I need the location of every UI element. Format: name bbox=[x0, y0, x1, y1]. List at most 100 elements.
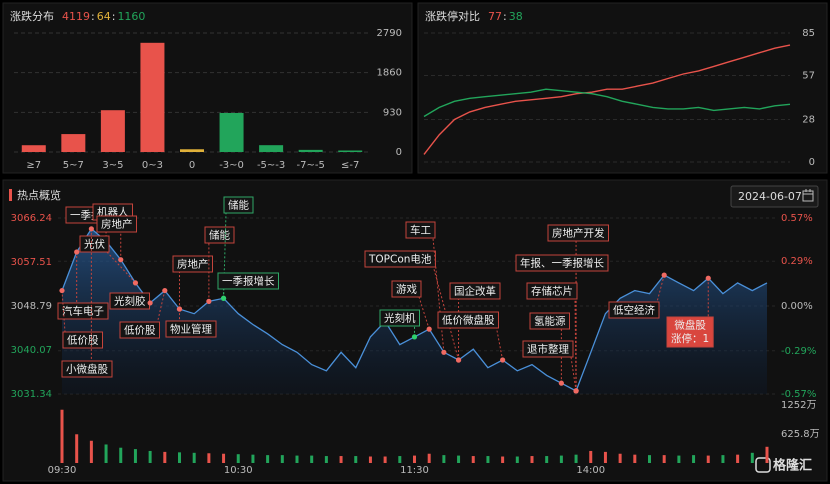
annotation-label: 汽车电子 bbox=[62, 305, 104, 318]
y-tick-label: 2790 bbox=[377, 28, 402, 39]
volume-bar bbox=[266, 455, 270, 463]
volume-bar bbox=[236, 454, 240, 463]
volume-bar bbox=[501, 456, 505, 463]
volume-bar bbox=[603, 451, 607, 463]
annotation-point bbox=[206, 298, 212, 304]
y-tick-label: 930 bbox=[383, 107, 402, 118]
bar bbox=[338, 150, 363, 152]
volume-bar bbox=[692, 455, 696, 463]
volume-bar bbox=[383, 456, 387, 463]
annotation-label: 房地产开发 bbox=[552, 227, 605, 240]
annotation-label: 低价股 bbox=[67, 334, 99, 347]
annotation-tag bbox=[119, 321, 160, 339]
summary-separator: : bbox=[112, 10, 116, 23]
summary-value: 77 bbox=[488, 10, 502, 23]
summary-separator: : bbox=[91, 10, 95, 23]
annotation-leader bbox=[106, 251, 136, 284]
annotation-label: 低价股 bbox=[124, 324, 156, 337]
annotation-label: 微盘股 bbox=[674, 319, 706, 332]
panel-title: 涨跌分布 bbox=[10, 9, 54, 23]
y2-tick-label: 0.29% bbox=[781, 256, 813, 267]
bar bbox=[61, 134, 86, 152]
volume-bar bbox=[706, 455, 710, 463]
volume-bar bbox=[530, 456, 534, 463]
annotation-label: 物业管理 bbox=[170, 323, 212, 336]
annotation-label: 国企改革 bbox=[454, 285, 496, 298]
annotation-tag bbox=[437, 311, 499, 329]
annotation-point bbox=[59, 287, 65, 294]
volume-bar bbox=[368, 456, 372, 463]
annotation-leader bbox=[496, 327, 504, 361]
volume-bar bbox=[398, 456, 402, 463]
annotation-point bbox=[661, 272, 667, 278]
y2-tick-label: 0.57% bbox=[781, 213, 813, 224]
annotation-tag bbox=[217, 272, 279, 290]
volume-bar bbox=[721, 455, 725, 463]
panel-limit bbox=[417, 2, 828, 174]
annotation-point bbox=[705, 275, 711, 281]
annotation-label: 储能 bbox=[209, 229, 230, 242]
panel-title: 热点概览 bbox=[17, 188, 61, 202]
annotation-label: 一季报增长 bbox=[222, 275, 275, 288]
summary-value: 1160 bbox=[117, 10, 145, 23]
volume-bar bbox=[677, 455, 681, 463]
volume-bar bbox=[163, 451, 167, 463]
y-tick-label: 3040.07 bbox=[11, 345, 52, 356]
annotation-point bbox=[411, 334, 418, 340]
annotation-point bbox=[455, 357, 462, 363]
title-marker bbox=[9, 189, 12, 201]
volume-bar bbox=[559, 455, 563, 463]
volume-bar bbox=[148, 450, 152, 463]
annotation-tag bbox=[62, 331, 103, 349]
volume-tick-label: 1252万 bbox=[781, 400, 816, 411]
bar bbox=[21, 145, 46, 152]
y-tick-label: 0 bbox=[396, 147, 402, 158]
volume-bar bbox=[515, 456, 519, 463]
annotation-tag bbox=[79, 235, 110, 253]
annotation-point bbox=[573, 388, 579, 394]
x-tick-label: ≤-7 bbox=[341, 160, 359, 171]
annotation-label: 房地产 bbox=[101, 218, 133, 231]
annotation-point bbox=[88, 226, 94, 232]
volume-tick-label: 625.8万 bbox=[781, 429, 820, 440]
x-tick-label: 10:30 bbox=[224, 465, 253, 476]
volume-bar bbox=[486, 456, 490, 463]
annotation-tag bbox=[57, 302, 109, 320]
annotation-tag bbox=[608, 301, 660, 319]
volume-bar bbox=[251, 454, 255, 463]
annotation-label: 低价微盘股 bbox=[442, 314, 495, 327]
annotation-label: 储能 bbox=[228, 199, 249, 212]
volume-bar bbox=[310, 455, 314, 463]
y2-tick-label: -0.29% bbox=[781, 346, 816, 357]
volume-bar bbox=[339, 456, 343, 463]
x-tick-label: -5~-3 bbox=[257, 160, 285, 171]
y2-tick-label: 0.00% bbox=[781, 301, 813, 312]
x-tick-label: -7~-5 bbox=[297, 160, 325, 171]
annotation-label: 机器人 bbox=[97, 206, 129, 219]
annotation-point bbox=[558, 380, 564, 386]
summary-value: 38 bbox=[509, 10, 523, 23]
annotation-label: 氢能源 bbox=[534, 315, 566, 328]
annotation-label: 光刻胶 bbox=[114, 295, 146, 308]
x-tick-label: 09:30 bbox=[48, 465, 77, 476]
calendar-icon bbox=[802, 189, 814, 202]
annotation-label: TOPCon电池 bbox=[368, 253, 432, 266]
annotation-point bbox=[118, 257, 124, 263]
annotation-tag bbox=[547, 224, 609, 242]
volume-bar bbox=[471, 456, 475, 463]
annotation-tag bbox=[405, 221, 436, 239]
volume-bar bbox=[765, 446, 769, 463]
y-tick-label: 3031.34 bbox=[11, 389, 52, 400]
annotation-tag bbox=[165, 320, 217, 338]
annotation-leader bbox=[570, 356, 577, 391]
annotation-point bbox=[500, 357, 506, 363]
y-tick-label: 28 bbox=[802, 115, 815, 126]
annotation-tag bbox=[666, 316, 714, 348]
annotation-point bbox=[162, 287, 168, 294]
x-tick-label: 0~3 bbox=[142, 160, 163, 171]
y-tick-label: 3066.24 bbox=[11, 213, 52, 224]
date-picker[interactable] bbox=[730, 185, 819, 208]
annotation-label: 小微盘股 bbox=[66, 363, 108, 376]
series-line bbox=[423, 88, 791, 118]
bar bbox=[298, 149, 323, 152]
